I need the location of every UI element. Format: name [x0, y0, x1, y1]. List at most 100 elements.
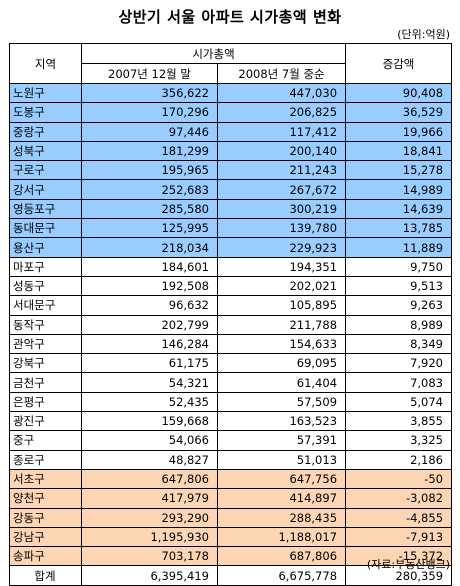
table-row: 강동구 293,290 288,435 -4,855: [9, 507, 453, 528]
cell-change: 2,186: [345, 449, 453, 470]
table-row: 구로구 195,965 211,243 15,278: [9, 160, 453, 181]
cell-region: 합계: [9, 565, 82, 586]
cell-2008: 105,895: [216, 295, 347, 316]
cell-2007: 54,066: [81, 430, 218, 451]
cell-region: 마포구: [9, 256, 82, 277]
table-row: 용산구 218,034 229,923 11,889: [9, 237, 453, 258]
cell-2008: 139,780: [216, 218, 347, 239]
cell-2007: 48,827: [81, 449, 218, 470]
table-row: 관악구 146,284 154,633 8,349: [9, 333, 453, 355]
cell-2007: 192,508: [81, 275, 218, 297]
header-change: 증감액: [345, 43, 453, 84]
table-row: 서초구 647,806 647,756 -50: [9, 468, 453, 490]
table-row: 동작구 202,799 211,788 8,989: [9, 314, 453, 335]
cell-2008: 447,030: [216, 82, 347, 104]
cell-change: 9,513: [345, 275, 453, 297]
cell-change: -7,913: [345, 526, 453, 548]
table-row: 강북구 61,175 69,095 7,920: [9, 353, 453, 374]
cell-region: 강동구: [9, 507, 82, 528]
cell-2007: 6,395,419: [81, 565, 218, 586]
cell-2008: 229,923: [216, 237, 347, 258]
cell-change: 18,841: [345, 140, 453, 162]
table-row: 금천구 54,321 61,404 7,083: [9, 372, 453, 393]
cell-2007: 703,178: [81, 546, 218, 567]
cell-region: 금천구: [9, 372, 82, 393]
cell-region: 도봉구: [9, 102, 82, 123]
cell-change: 14,639: [345, 198, 453, 220]
table-row: 양천구 417,979 414,897 -3,082: [9, 488, 453, 509]
cell-2008: 647,756: [216, 468, 347, 490]
cell-change: -3,082: [345, 488, 453, 509]
cell-region: 은평구: [9, 391, 82, 413]
cell-2008: 202,021: [216, 275, 347, 297]
cell-change: 7,920: [345, 353, 453, 374]
cell-change: 8,989: [345, 314, 453, 335]
cell-region: 관악구: [9, 333, 82, 355]
cell-change: 7,083: [345, 372, 453, 393]
table-row: 도봉구 170,296 206,825 36,529: [9, 102, 453, 123]
table-title: 상반기 서울 아파트 시가총액 변화: [118, 8, 342, 26]
cell-change: 14,989: [345, 179, 453, 200]
cell-2007: 54,321: [81, 372, 218, 393]
cell-2008: 414,897: [216, 488, 347, 509]
cell-2007: 647,806: [81, 468, 218, 490]
cell-change: 9,750: [345, 256, 453, 277]
cell-2007: 202,799: [81, 314, 218, 335]
cell-2007: 97,446: [81, 121, 218, 142]
header-region: 지역: [9, 43, 82, 84]
table-body: 노원구 356,622 447,030 90,408 도봉구 170,296 206,825…: [9, 82, 453, 586]
cell-2008: 194,351: [216, 256, 347, 277]
cell-2008: 117,412: [216, 121, 347, 142]
cell-2007: 181,299: [81, 140, 218, 162]
cell-region: 용산구: [9, 237, 82, 258]
header-market-cap: 시가총액: [80, 43, 347, 64]
cell-region: 광진구: [9, 411, 82, 432]
cell-change: 3,855: [345, 411, 453, 432]
cell-change: 13,785: [345, 218, 453, 239]
unit-label: (단위:억원): [397, 28, 450, 41]
cell-change: -50: [345, 468, 453, 490]
header-2008: 2008년 7월 중순: [216, 63, 347, 84]
cell-change: -4,855: [345, 507, 453, 528]
table-row: 동대문구 125,995 139,780 13,785: [9, 218, 453, 239]
cell-2008: 687,806: [216, 546, 347, 567]
cell-2007: 146,284: [81, 333, 218, 355]
table-row: 서대문구 96,632 105,895 9,263: [9, 295, 453, 316]
cell-change: 19,966: [345, 121, 453, 142]
table-row: 노원구 356,622 447,030 90,408: [9, 82, 453, 104]
cell-2008: 288,435: [216, 507, 347, 528]
source-label: (자료:부동산뱅크): [366, 558, 450, 571]
table-row: 종로구 48,827 51,013 2,186: [9, 449, 453, 470]
cell-region: 구로구: [9, 160, 82, 181]
cell-2008: 1,188,017: [216, 526, 347, 548]
cell-region: 동대문구: [9, 218, 82, 239]
table-row: 중구 54,066 57,391 3,325: [9, 430, 453, 451]
cell-region: 영등포구: [9, 198, 82, 220]
cell-region: 노원구: [9, 82, 82, 104]
cell-change: 90,408: [345, 82, 453, 104]
table-row: 강남구 1,195,930 1,188,017 -7,913: [9, 526, 453, 548]
table-row: 중랑구 97,446 117,412 19,966: [9, 121, 453, 142]
cell-2008: 51,013: [216, 449, 347, 470]
cell-2007: 356,622: [81, 82, 218, 104]
cell-region: 동작구: [9, 314, 82, 335]
cell-2007: 285,580: [81, 198, 218, 220]
cell-2007: 218,034: [81, 237, 218, 258]
cell-2008: 61,404: [216, 372, 347, 393]
cell-2007: 61,175: [81, 353, 218, 374]
cell-change: 15,278: [345, 160, 453, 181]
table-row: 영등포구 285,580 300,219 14,639: [9, 198, 453, 220]
cell-region: 종로구: [9, 449, 82, 470]
cell-2007: 293,290: [81, 507, 218, 528]
table-row: 성동구 192,508 202,021 9,513: [9, 275, 453, 297]
table-row: 은평구 52,435 57,509 5,074: [9, 391, 453, 413]
cell-2007: 170,296: [81, 102, 218, 123]
cell-2008: 6,675,778: [216, 565, 347, 586]
cell-2007: 52,435: [81, 391, 218, 413]
cell-2008: 211,243: [216, 160, 347, 181]
cell-region: 강서구: [9, 179, 82, 200]
cell-region: 성북구: [9, 140, 82, 162]
cell-region: 성동구: [9, 275, 82, 297]
cell-region: 강남구: [9, 526, 82, 548]
table-row: 송파구 703,178 687,806 -15,372: [9, 546, 453, 567]
